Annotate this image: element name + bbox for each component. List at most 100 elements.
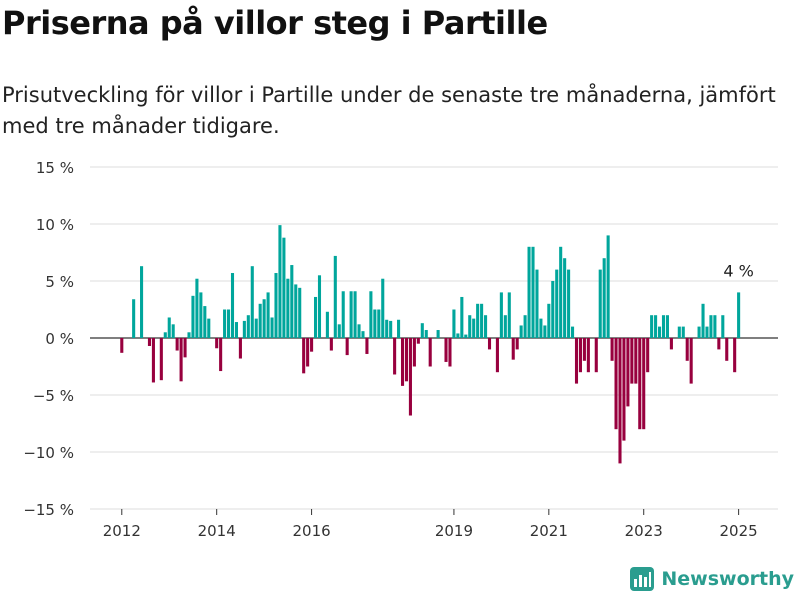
bar: [424, 330, 428, 338]
bar: [274, 273, 278, 338]
bar: [385, 319, 389, 338]
bar: [531, 246, 535, 338]
bar: [725, 338, 729, 361]
bar: [705, 326, 709, 338]
bar: [337, 324, 341, 338]
bar: [622, 338, 626, 441]
bar: [460, 296, 464, 338]
bar: [230, 273, 235, 338]
x-tick-label: 2021: [530, 522, 568, 540]
bar: [523, 315, 527, 338]
bar: [610, 338, 614, 361]
bar: [614, 338, 618, 430]
bar: [175, 338, 179, 351]
bar: [266, 292, 270, 338]
bar: [246, 315, 250, 338]
bar: [290, 265, 294, 338]
bar: [464, 334, 468, 338]
bar: [357, 324, 361, 338]
y-tick-label: 10 %: [36, 216, 74, 234]
bar: [697, 326, 701, 338]
bar: [646, 338, 650, 373]
bar: [507, 292, 511, 338]
bar: [298, 287, 302, 338]
chart-subtitle: Prisutveckling för villor i Partille und…: [2, 83, 776, 138]
bar: [657, 326, 662, 338]
bar: [519, 325, 523, 338]
bar: [634, 338, 638, 384]
bar: [389, 320, 393, 338]
bar: [594, 338, 598, 373]
bar: [238, 338, 242, 359]
bar: [571, 326, 575, 338]
bar: [539, 318, 543, 338]
bar: [563, 258, 567, 338]
bar: [487, 338, 492, 350]
bar: [306, 338, 310, 367]
bar: [393, 338, 397, 375]
bar: [578, 338, 582, 373]
bar: [654, 315, 658, 338]
bar: [468, 315, 472, 338]
bar: [167, 317, 171, 338]
bar: [369, 291, 373, 338]
bar: [709, 315, 713, 338]
bar: [626, 338, 630, 407]
bar: [397, 319, 401, 338]
bar: [685, 338, 689, 361]
bar: [606, 235, 610, 338]
chart-title: Priserna på villor steg i Partille: [2, 4, 548, 42]
bar: [223, 309, 227, 338]
bar: [511, 338, 515, 360]
x-tick-label: 2025: [720, 522, 758, 540]
bar: [665, 315, 669, 338]
bar: [480, 303, 484, 338]
bar: [191, 295, 195, 338]
bar: [586, 338, 590, 373]
bar: [642, 338, 646, 430]
bar: [582, 338, 586, 361]
bar: [250, 266, 254, 338]
bar: [452, 309, 456, 338]
bar: [412, 338, 416, 367]
bar: [353, 291, 357, 338]
bar: [661, 315, 666, 338]
bar: [602, 258, 606, 338]
bar: [163, 332, 167, 338]
bar: [278, 225, 282, 338]
bar: [551, 281, 555, 338]
bar: [559, 246, 563, 338]
bar: [262, 299, 266, 338]
bar: [535, 269, 539, 338]
bar: [567, 269, 571, 338]
bar: [199, 292, 203, 338]
bar: [420, 323, 424, 338]
bar: [618, 338, 622, 464]
bar: [404, 338, 409, 382]
bar: [669, 338, 673, 350]
bar: [333, 255, 337, 338]
y-tick-label: 5 %: [45, 273, 74, 291]
bar: [187, 332, 191, 338]
bar: [484, 315, 488, 338]
y-tick-label: −10 %: [23, 444, 74, 462]
bar: [515, 338, 519, 350]
x-tick-label: 2012: [103, 522, 141, 540]
bar: [302, 338, 306, 374]
bar: [503, 315, 507, 338]
y-tick-label: 15 %: [36, 159, 74, 177]
bar: [638, 338, 642, 430]
bar: [472, 318, 476, 338]
bar: [527, 246, 531, 338]
bar: [286, 278, 290, 338]
bar: [365, 338, 369, 354]
bar: [159, 338, 163, 381]
last-value-label: 4 %: [723, 261, 753, 280]
bar: [140, 266, 144, 338]
bar: [258, 303, 262, 338]
bar: [215, 338, 219, 349]
bar: [349, 291, 353, 338]
bar: [495, 338, 499, 373]
bar: [203, 306, 207, 338]
bar: [183, 338, 187, 358]
